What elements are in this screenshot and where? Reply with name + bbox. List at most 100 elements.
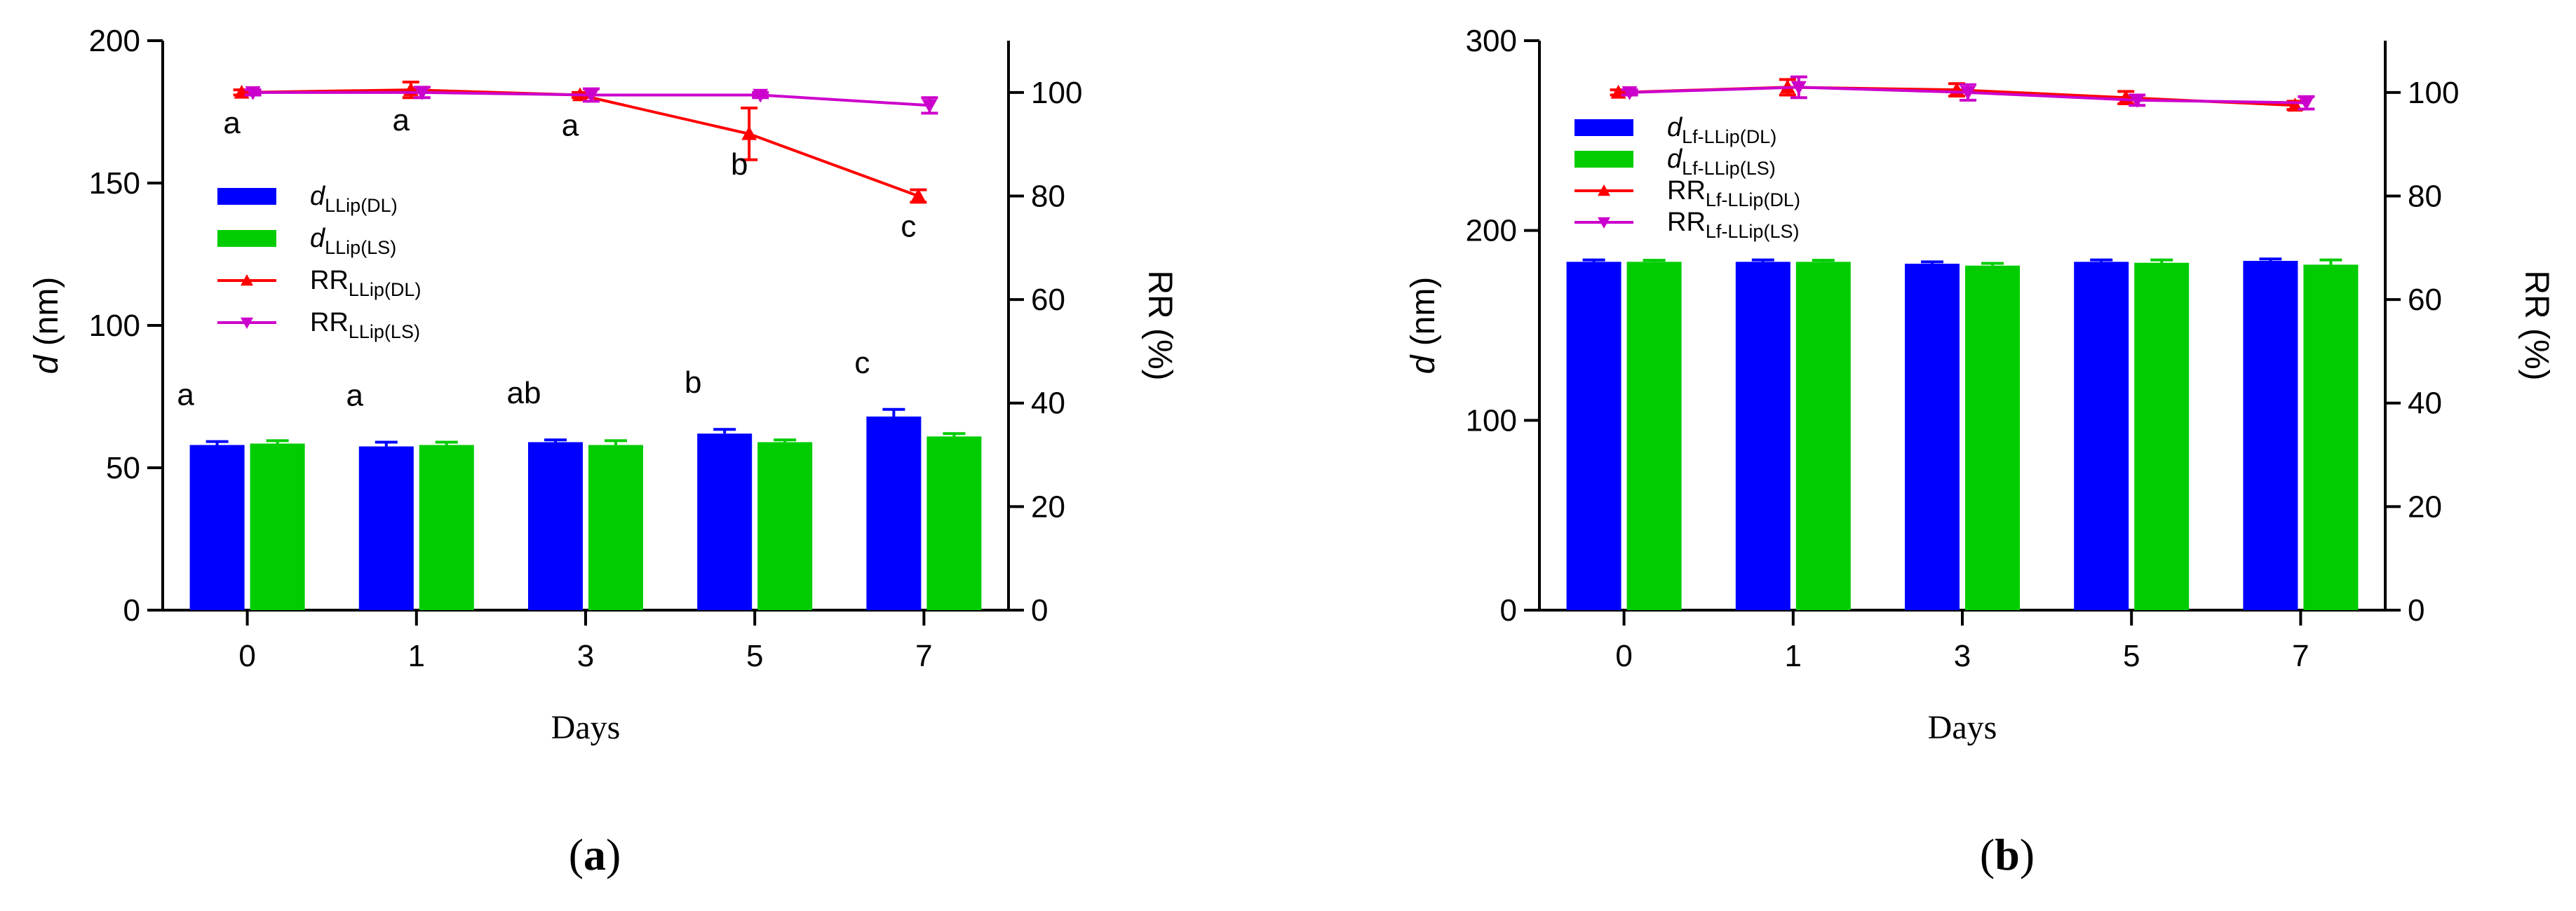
significance-letter: c: [901, 209, 916, 243]
y-tick-label-left: 100: [1466, 403, 1517, 438]
x-tick-label: 3: [577, 639, 594, 673]
bar-d_LLip(LS): [419, 445, 474, 610]
legend-label: RRLf-LLip(DL): [1667, 176, 1800, 210]
y-tick-label-left: 0: [1500, 593, 1517, 628]
marker-RR_Lf-LLip(LS): [1791, 81, 1807, 95]
y-tick-label-left: 50: [106, 451, 140, 485]
legend-label-sub: Lf-LLip(LS): [1706, 221, 1800, 242]
bar-d_Lf-LLip(LS): [1626, 262, 1682, 610]
y-axis-title-symbol: d: [1405, 354, 1442, 374]
legend-marker: [1598, 184, 1610, 196]
legend-label: RRLLip(LS): [310, 308, 420, 342]
bar-d_Lf-LLip(LS): [1965, 265, 2020, 610]
panel-label: (a): [569, 830, 621, 879]
x-tick-label: 1: [1785, 639, 1802, 673]
x-tick-label: 3: [1954, 639, 1971, 673]
y-axis-title-symbol: d: [28, 354, 65, 374]
y-tick-label-left: 300: [1466, 24, 1517, 58]
legend-label-main: RR: [310, 266, 349, 295]
legend-label-sub: LLip(DL): [325, 195, 398, 216]
panel-label-close: ): [2020, 830, 2035, 879]
y-tick-label-left: 200: [89, 24, 140, 58]
bar-d_LLip(DL): [528, 442, 583, 610]
significance-letter: a: [223, 106, 241, 140]
x-tick-label: 0: [1615, 639, 1632, 673]
marker-RR_Lf-LLip(LS): [2298, 96, 2314, 111]
legend-label-main: d: [310, 224, 326, 253]
y-tick-label-right: 0: [1031, 593, 1048, 628]
legend-label-sub: Lf-LLip(DL): [1682, 126, 1776, 147]
x-tick-label: 5: [2123, 639, 2140, 673]
x-axis-title: Days: [551, 709, 621, 746]
legend-label-sub: Lf-LLip(DL): [1706, 189, 1800, 210]
y-tick-label-right: 20: [1031, 490, 1065, 524]
bar-d_LLip(DL): [697, 433, 753, 610]
line-RR_LLip(DL): [241, 88, 919, 198]
y-tick-label-right: 20: [2408, 490, 2442, 524]
bar-d_Lf-LLip(DL): [1566, 262, 1621, 610]
legend-label-sub: LLip(LS): [325, 237, 396, 258]
legend-label-sub: LLip(DL): [349, 279, 422, 300]
y-tick-label-left: 100: [89, 309, 140, 343]
legend-swatch: [1574, 151, 1633, 168]
x-tick-label: 0: [238, 639, 255, 673]
panel-a: 0 50 100 150 200 0 20 40 60 80 100 0 1 3 5 7 Days d (nm) R…: [28, 24, 1178, 879]
significance-letter: a: [177, 378, 194, 412]
legend-label: RRLf-LLip(LS): [1667, 208, 1799, 242]
x-tick-label: 7: [2292, 639, 2309, 673]
significance-letter: b: [685, 365, 701, 400]
legend-label-main: RR: [310, 308, 349, 337]
panel-label-open: (: [569, 830, 584, 879]
y-tick-label-left: 150: [89, 166, 140, 201]
legend-label: dLLip(DL): [310, 182, 398, 216]
legend-label-main: RR: [1667, 176, 1706, 205]
x-tick-label: 5: [746, 639, 763, 673]
significance-letter: a: [393, 103, 410, 137]
bar-d_Lf-LLip(DL): [1735, 262, 1791, 610]
marker-RR_LLip(LS): [584, 88, 599, 103]
bar-d_LLip(DL): [866, 416, 922, 610]
significance-letter: c: [854, 346, 870, 380]
legend-label-main: d: [1667, 113, 1683, 142]
marker-RR_LLip(DL): [910, 188, 926, 203]
bar-d_Lf-LLip(DL): [2074, 262, 2129, 610]
bar-d_LLip(LS): [588, 445, 643, 610]
panel-label-letter: a: [584, 830, 606, 879]
x-axis-title: Days: [1928, 709, 1997, 746]
legend-swatch: [217, 188, 276, 205]
legend-label: dLf-LLip(LS): [1667, 144, 1776, 179]
y-tick-label-right: 0: [2408, 593, 2425, 628]
bar-d_LLip(DL): [189, 445, 245, 610]
legend-label: RRLLip(DL): [310, 266, 421, 300]
y-tick-label-right: 100: [1031, 76, 1082, 110]
y-tick-label-right: 80: [2408, 179, 2442, 213]
x-tick-label: 7: [915, 639, 932, 673]
y-tick-label-right: 60: [2408, 283, 2442, 317]
marker-RR_LLip(LS): [414, 86, 430, 100]
marker-RR_Lf-LLip(LS): [1621, 86, 1638, 100]
marker-RR_LLip(LS): [245, 86, 261, 100]
legend-marker: [241, 274, 253, 286]
legend: dLLip(DL)dLLip(LS)RRLLip(DL)RRLLip(LS): [217, 182, 421, 342]
y-tick-label-right: 60: [1031, 283, 1065, 317]
y-tick-label-right: 100: [2408, 76, 2459, 110]
legend-swatch: [1574, 119, 1633, 136]
significance-letter: ab: [507, 376, 541, 410]
y-axis-title-left: d (nm): [28, 277, 65, 374]
panel-label-open: (: [1980, 830, 1995, 879]
significance-letter: a: [346, 378, 364, 412]
y-axis-title-right: RR (%): [2518, 270, 2555, 380]
marker-RR_LLip(DL): [741, 126, 757, 140]
bar-d_Lf-LLip(LS): [1795, 262, 1851, 610]
panel-label-close: ): [606, 830, 621, 879]
bar-d_LLip(LS): [757, 442, 813, 610]
legend-marker: [241, 317, 253, 329]
marker-RR_Lf-LLip(LS): [2129, 94, 2145, 108]
panel-label: (b): [1980, 830, 2035, 879]
y-tick-label-right: 40: [1031, 386, 1065, 421]
y-tick-label-right: 40: [2408, 386, 2442, 421]
legend-label-sub: LLip(LS): [349, 321, 420, 342]
significance-letter: a: [562, 109, 579, 143]
legend-swatch: [217, 230, 276, 247]
